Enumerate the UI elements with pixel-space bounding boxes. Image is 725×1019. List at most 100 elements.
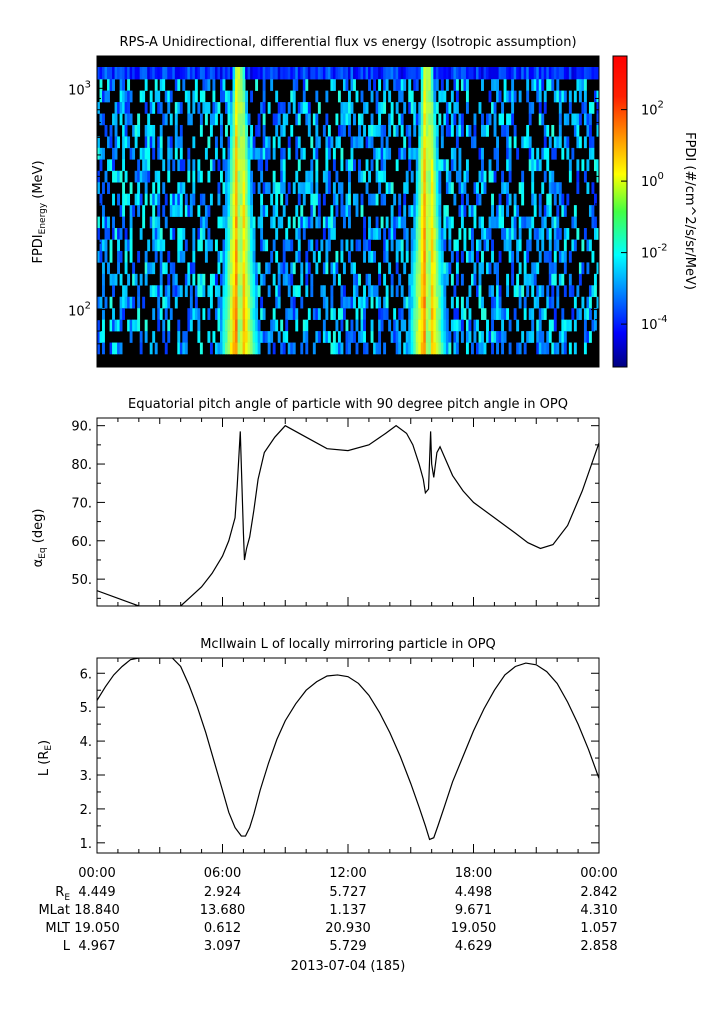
spectrogram-cell: [219, 273, 223, 286]
spectrogram-cell: [423, 342, 427, 355]
spectrogram-cell: [227, 262, 231, 275]
spectrogram-cell: [315, 262, 319, 275]
spectrogram-cell: [523, 262, 527, 275]
spectrogram-cell: [112, 79, 115, 91]
spectrogram-cell: [538, 67, 542, 80]
spectrogram-cell: [282, 239, 286, 252]
spectrogram-cell: [252, 228, 256, 240]
spectrogram-cell: [222, 147, 226, 160]
spectrogram-cell: [365, 239, 369, 252]
spectrogram-cell: [481, 308, 484, 320]
spectrogram-cell: [445, 216, 449, 229]
spectrogram-cell: [172, 285, 176, 298]
spectrogram-cell: [418, 113, 422, 126]
spectrogram-cell: [583, 170, 587, 183]
spectrogram-cell: [423, 262, 427, 275]
spectrogram-cell: [541, 67, 545, 80]
spectrogram-cell: [237, 285, 241, 298]
spectrogram-cell: [398, 193, 402, 206]
spectrogram-cell: [124, 285, 128, 298]
spectrogram-cell: [237, 250, 241, 263]
spectrogram-cell: [415, 159, 419, 172]
spectrogram-cell: [541, 308, 545, 320]
spectrogram-cell: [174, 124, 178, 137]
spectrogram-cell: [209, 239, 213, 252]
spectrogram-cell: [242, 205, 246, 217]
spectrogram-cell: [132, 262, 136, 275]
spectrogram-cell: [588, 331, 592, 343]
spectrogram-cell: [563, 67, 567, 80]
spectrogram-cell: [325, 147, 329, 160]
spectrogram-cell: [435, 273, 439, 286]
spectrogram-cell: [513, 90, 517, 103]
spectrogram-cell: [337, 124, 341, 137]
spectrogram-cell: [152, 67, 156, 80]
spectrogram-cell: [204, 67, 208, 80]
spectrogram-cell: [438, 250, 442, 263]
spectrogram-cell: [242, 182, 246, 194]
spectrogram-cell: [583, 342, 587, 355]
spectrogram-cell: [177, 136, 181, 149]
spectrogram-cell: [212, 273, 216, 286]
spectrogram-cell: [491, 308, 494, 320]
spectrogram-cell: [538, 285, 542, 298]
spectrogram-cell: [348, 90, 351, 103]
spectrogram-cell: [172, 193, 176, 206]
spectrogram-cell: [383, 308, 387, 320]
spectrogram-cell: [400, 239, 404, 252]
spectrogram-cell: [219, 331, 223, 343]
spectrogram-cell: [548, 228, 552, 240]
spectrogram-cell: [541, 239, 545, 252]
spectrogram-cell: [420, 250, 424, 263]
spectrogram-cell: [496, 262, 499, 275]
spectrogram-cell: [192, 102, 196, 114]
spectrogram-cell: [493, 124, 497, 137]
spectrogram-cell: [327, 136, 331, 149]
spectrogram-cell: [97, 331, 100, 343]
spectrogram-cell: [232, 296, 236, 309]
spectrogram-cell: [267, 136, 271, 149]
spectrogram-cell: [272, 239, 276, 252]
spectrogram-cell: [235, 136, 238, 149]
spectrogram-cell: [235, 170, 238, 183]
spectrogram-cell: [139, 331, 143, 343]
spectrogram-cell: [508, 319, 512, 332]
spectrogram-cell: [506, 193, 510, 206]
spectrogram-cell: [232, 342, 236, 355]
spectrogram-cell: [506, 159, 510, 172]
spectrogram-cell: [388, 124, 392, 137]
spectrogram-cell: [144, 193, 148, 206]
spectrogram-cell: [375, 193, 379, 206]
spectrogram-cell: [445, 205, 449, 217]
spectrogram-cell: [197, 102, 201, 114]
spectrogram-cell: [546, 67, 550, 80]
spectrogram-cell: [159, 67, 163, 80]
spectrogram-cell: [553, 228, 557, 240]
spectrogram-cell: [448, 67, 452, 80]
spectrogram-cell: [177, 102, 181, 114]
spectrogram-cell: [415, 170, 419, 183]
spectrogram-cell: [194, 308, 198, 320]
spectrogram-cell: [516, 250, 520, 263]
spectrogram-cell: [240, 331, 243, 343]
spectrogram-cell: [117, 170, 120, 183]
spectrogram-cell: [240, 308, 243, 320]
spectrogram-cell: [209, 159, 213, 172]
spectrogram-cell: [448, 342, 452, 355]
spectrogram-cell: [528, 308, 532, 320]
spectrogram-cell: [481, 250, 484, 263]
spectrogram-cell: [363, 250, 366, 263]
spectrogram-cell: [332, 193, 336, 206]
spectrogram-cell: [506, 285, 510, 298]
spectrogram-cell: [405, 296, 409, 309]
spectrogram-cell: [255, 308, 259, 320]
spectrogram-cell: [415, 113, 419, 126]
mcilwain-panel: McIlwain L of locally mirroring particle…: [37, 637, 600, 854]
ephemeris-value: 19.050: [74, 921, 120, 936]
spectrogram-cell: [410, 308, 414, 320]
spectrogram-cell: [395, 331, 399, 343]
spectrogram-cell: [478, 285, 482, 298]
spectrogram-cell: [453, 308, 457, 320]
spectrogram-cell: [538, 79, 542, 91]
spectrogram-cell: [516, 67, 520, 80]
